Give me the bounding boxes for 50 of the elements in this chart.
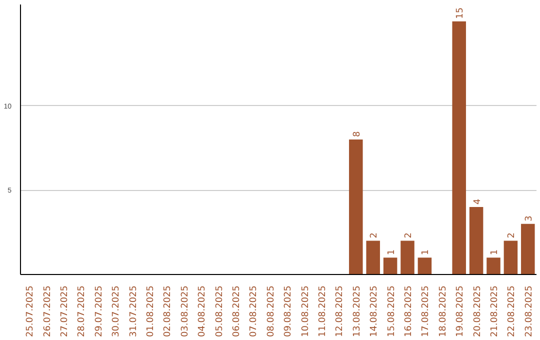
data-label: 3 [524,216,534,222]
x-tick-label: 30.07.2025 [112,286,122,338]
x-tick-label: 05.08.2025 [214,286,225,338]
x-tick-label: 07.08.2025 [249,286,260,338]
x-tick-label: 12.08.2025 [335,286,346,338]
x-tick-label: 19.08.2025 [456,286,466,338]
x-tick-label: 08.08.2025 [266,286,276,338]
bar [400,240,414,274]
x-tick-label: 29.07.2025 [94,286,104,338]
bar [349,140,363,274]
x-tick-label: 17.08.2025 [421,286,432,338]
x-tick-label: 13.08.2025 [352,286,362,338]
bar [418,258,432,274]
data-label: 1 [490,249,500,256]
x-tick-label: 09.08.2025 [284,286,294,338]
x-tick-label: 21.08.2025 [490,286,500,338]
bar [521,224,535,274]
x-tick-label: 28.07.2025 [77,286,88,338]
data-label: 1 [386,249,397,256]
x-tick-label: 26.07.2025 [42,286,53,338]
bar [383,258,398,274]
x-tick-label: 03.08.2025 [180,286,190,338]
x-tick-label: 27.07.2025 [60,286,70,338]
bar [504,240,518,274]
x-tick-label: 20.08.2025 [472,286,483,338]
bar [366,240,380,274]
x-tick-label: 01.08.2025 [146,286,156,338]
x-tick-label: 23.08.2025 [524,286,534,338]
x-tick-label: 14.08.2025 [370,286,380,338]
bar [452,21,466,274]
x-tick-label: 11.08.2025 [318,286,328,338]
x-tick-label: 02.08.2025 [163,286,174,338]
data-label: 2 [507,232,518,238]
x-tick-label: 31.07.2025 [128,286,139,338]
x-tick-label: 06.08.2025 [232,286,242,338]
x-tick-label: 04.08.2025 [198,286,208,338]
data-label: 1 [421,249,432,256]
data-label: 2 [404,232,414,238]
data-label: 8 [352,130,362,137]
data-label: 4 [472,198,483,204]
data-label: 2 [370,232,380,238]
x-tick-label: 25.07.2025 [26,286,36,338]
bar [469,207,484,274]
x-tick-label: 22.08.2025 [507,286,518,338]
x-tick-label: 15.08.2025 [386,286,397,338]
x-tick-label: 10.08.2025 [300,286,311,338]
data-label: 15 [456,7,466,19]
bar [486,258,500,274]
x-tick-label: 16.08.2025 [404,286,414,338]
x-tick-label: 18.08.2025 [438,286,448,338]
